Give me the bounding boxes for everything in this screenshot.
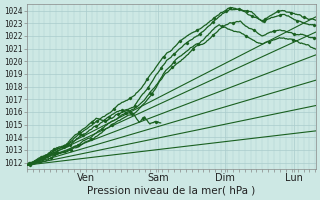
X-axis label: Pression niveau de la mer( hPa ): Pression niveau de la mer( hPa ) — [87, 186, 255, 196]
